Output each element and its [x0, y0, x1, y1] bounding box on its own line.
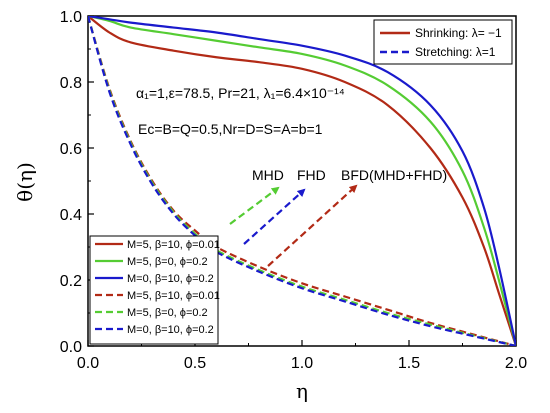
- y-tick-label: 0.0: [60, 339, 82, 356]
- x-tick-label: 0.0: [77, 355, 99, 372]
- series-legend-label: M=5, β=10, ϕ=0.01: [127, 290, 220, 302]
- bfd-arrow: [267, 184, 358, 267]
- series-legend-label: M=5, β=10, ϕ=0.01: [127, 239, 220, 251]
- style-legend-label-stretching: Stretching: λ=1: [415, 45, 496, 59]
- fhd-arrow: [243, 188, 306, 245]
- series-legend-label: M=0, β=10, ϕ=0.2: [127, 324, 214, 336]
- style-legend: Shrinking: λ= −1 Stretching: λ=1: [373, 19, 513, 65]
- y-tick-label: 1.0: [60, 9, 82, 26]
- series-legend-label: M=5, β=0, ϕ=0.2: [127, 307, 208, 319]
- series-legend-label: M=5, β=0, ϕ=0.2: [127, 256, 208, 268]
- style-legend-label-shrinking: Shrinking: λ= −1: [415, 26, 502, 40]
- series-legend-box: [89, 235, 219, 345]
- series-legend: M=5, β=10, ϕ=0.01 M=5, β=0, ϕ=0.2 M=0, β=1…: [89, 235, 220, 345]
- mhd-label: MHD: [252, 167, 284, 183]
- series-line-shrinking-0: [88, 16, 516, 346]
- params-line-2: Ec=B=Q=0.5,Nr=D=S=A=b=1: [138, 121, 323, 137]
- series-legend-label: M=0, β=10, ϕ=0.2: [127, 273, 214, 285]
- y-tick-label: 0.8: [60, 75, 82, 92]
- x-tick-label: 0.5: [184, 355, 206, 372]
- x-tick-label: 1.5: [398, 355, 420, 372]
- y-axis-ticks: 0.0 0.2 0.4 0.6 0.8 1.0: [60, 9, 94, 356]
- fhd-label: FHD: [297, 167, 326, 183]
- y-tick-label: 0.6: [60, 141, 82, 158]
- style-legend-box: [373, 19, 513, 65]
- x-tick-label: 2.0: [505, 355, 527, 372]
- mhd-arrow: [229, 186, 280, 225]
- series-layer: [88, 16, 516, 346]
- series-line-stretching-5: [88, 16, 516, 346]
- series-line-shrinking-2: [88, 16, 516, 346]
- params-line-1: α₁=1,ε=78.5, Pr=21, λ₁=6.4×10⁻¹⁴: [136, 85, 345, 101]
- y-axis-label: θ(η): [13, 162, 37, 202]
- x-axis-ticks: 0.0 0.5 1.0 1.5 2.0: [77, 340, 527, 372]
- x-tick-label: 1.0: [291, 355, 313, 372]
- y-tick-label: 0.2: [60, 273, 82, 290]
- series-line-shrinking-1: [88, 16, 516, 346]
- y-tick-label: 0.4: [60, 207, 82, 224]
- x-axis-label: η: [296, 379, 308, 403]
- bfd-label: BFD(MHD+FHD): [341, 167, 447, 183]
